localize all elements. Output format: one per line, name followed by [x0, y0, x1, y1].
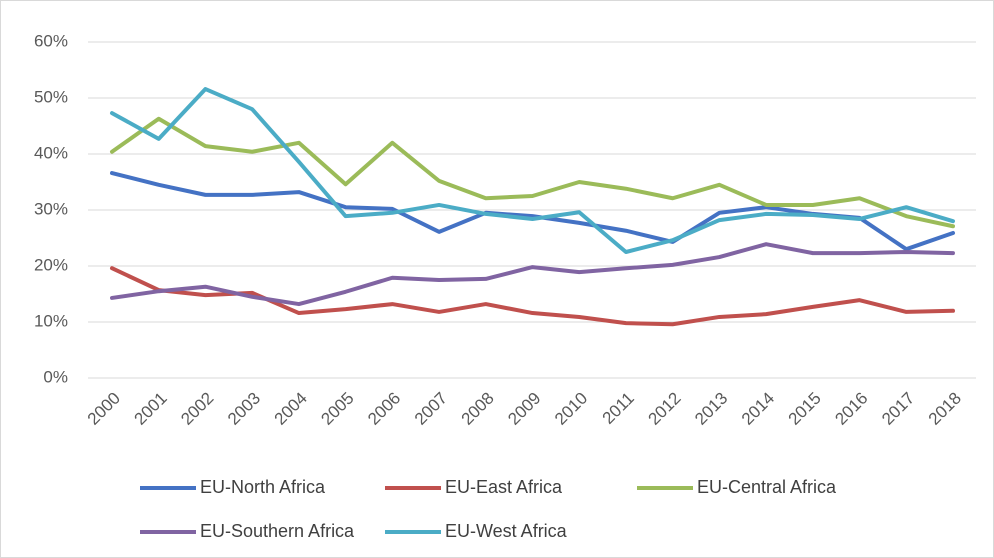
y-tick-label: 0%	[43, 367, 68, 386]
series-line	[110, 87, 955, 254]
legend-label: EU-Southern Africa	[200, 521, 355, 541]
y-tick-label: 50%	[34, 87, 68, 106]
legend-label: EU-East Africa	[445, 477, 563, 497]
y-tick-label: 10%	[34, 311, 68, 330]
y-tick-label: 60%	[34, 31, 68, 50]
y-tick-label: 40%	[34, 143, 68, 162]
y-tick-label: 20%	[34, 255, 68, 274]
series-line	[110, 266, 955, 327]
legend-label: EU-North Africa	[200, 477, 326, 497]
legend-label: EU-West Africa	[445, 521, 568, 541]
legend-label: EU-Central Africa	[697, 477, 837, 497]
y-tick-label: 30%	[34, 199, 68, 218]
legend: EU-North Africa EU-East Africa EU-Central …	[140, 477, 837, 541]
series-line	[110, 242, 955, 307]
series-line	[110, 116, 955, 229]
